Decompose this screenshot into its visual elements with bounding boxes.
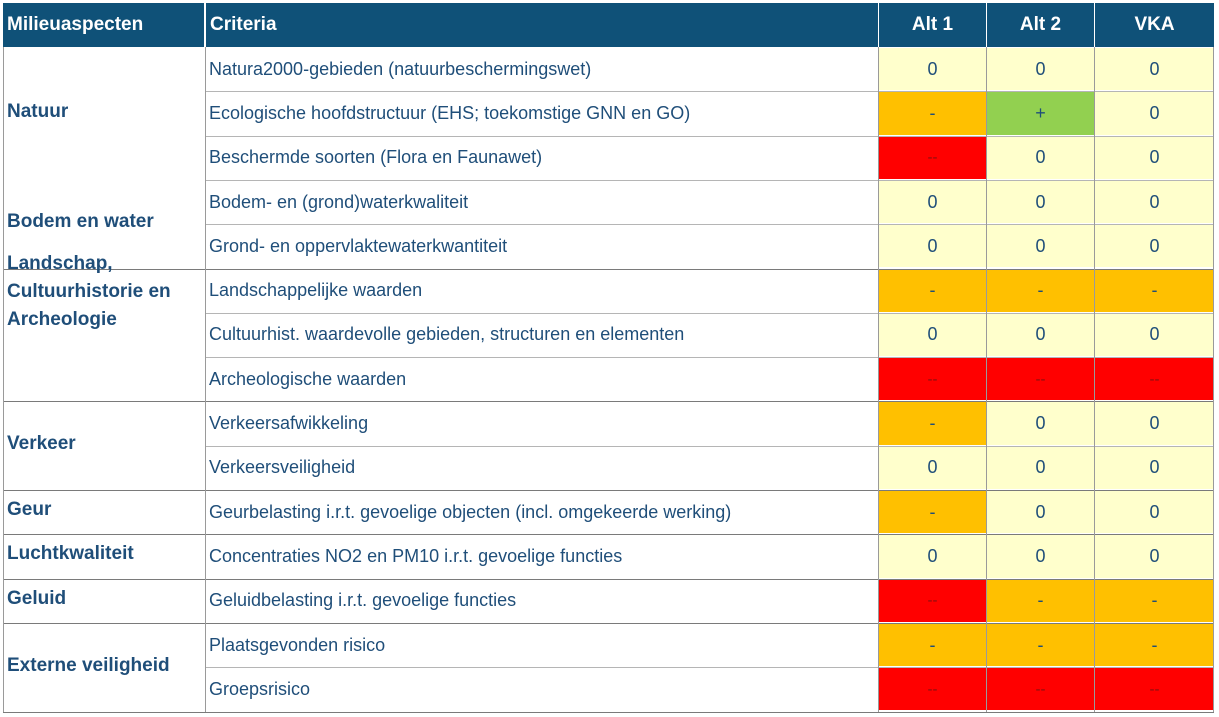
score-cell-alt1: 0: [879, 313, 986, 357]
column-divider: [986, 47, 987, 712]
score-cell-alt1: 0: [879, 225, 986, 268]
row-divider: [3, 269, 1214, 270]
score-cell-alt1: --: [879, 136, 986, 179]
score-cell-alt2: 0: [987, 225, 1094, 268]
score-cell-vka: -: [1095, 579, 1214, 622]
criterion-cell: Concentraties NO2 en PM10 i.r.t. gevoeli…: [209, 545, 623, 566]
score-cell-vka: 0: [1095, 180, 1214, 224]
score-cell-alt1: 0: [879, 48, 986, 91]
score-cell-alt1: --: [879, 668, 986, 711]
score-cell-vka: -: [1095, 269, 1214, 312]
score-cell-alt2: 0: [987, 313, 1094, 357]
aspect-label: Geluid: [7, 588, 67, 609]
score-cell-vka: 0: [1095, 136, 1214, 179]
score-cell-alt1: --: [879, 579, 986, 622]
score-cell-alt2: +: [987, 92, 1094, 135]
row-divider: [3, 401, 1214, 402]
header-vka: VKA: [1095, 3, 1214, 47]
score-cell-alt1: -: [879, 623, 986, 667]
score-cell-vka: 0: [1095, 313, 1214, 357]
row-divider: [206, 224, 1214, 225]
score-cell-alt2: --: [987, 358, 1094, 401]
score-cell-alt2: 0: [987, 446, 1094, 489]
column-divider: [878, 47, 879, 712]
column-divider: [205, 47, 206, 712]
score-cell-alt2: 0: [987, 48, 1094, 91]
column-divider: [1094, 47, 1095, 712]
criterion-cell: Geluidbelasting i.r.t. gevoelige functie…: [209, 590, 517, 611]
score-cell-alt2: -: [987, 623, 1094, 667]
row-divider: [206, 667, 1214, 668]
score-cell-alt1: -: [879, 491, 986, 534]
score-cell-vka: 0: [1095, 491, 1214, 534]
score-cell-vka: 0: [1095, 446, 1214, 489]
score-cell-alt2: 0: [987, 402, 1094, 445]
row-divider: [3, 623, 1214, 624]
score-cell-alt1: 0: [879, 535, 986, 578]
criterion-cell: Geurbelasting i.r.t. gevoelige objecten …: [209, 501, 732, 522]
criterion-cell: Archeologische waarden: [209, 368, 407, 389]
score-cell-alt2: 0: [987, 535, 1094, 578]
criterion-cell: Bodem- en (grond)waterkwaliteit: [209, 191, 469, 212]
aspect-label: Landschap, Cultuurhistorie en Archeologi…: [7, 253, 171, 330]
score-cell-alt2: -: [987, 269, 1094, 312]
score-cell-alt2: 0: [987, 136, 1094, 179]
score-cell-vka: 0: [1095, 402, 1214, 445]
criterion-cell: Landschappelijke waarden: [209, 280, 423, 301]
aspect-label: Luchtkwaliteit: [7, 543, 134, 564]
row-divider: [206, 91, 1214, 92]
header-aspect: Milieuaspecten: [3, 3, 204, 47]
row-divider: [206, 357, 1214, 358]
score-cell-alt2: --: [987, 668, 1094, 711]
score-cell-alt2: 0: [987, 180, 1094, 224]
criterion-cell: Groepsrisico: [209, 678, 311, 699]
score-cell-alt1: -: [879, 92, 986, 135]
aspect-label: Natuur: [7, 101, 69, 122]
row-divider: [206, 313, 1214, 314]
row-divider: [3, 534, 1214, 535]
score-cell-vka: --: [1095, 668, 1214, 711]
row-divider: [206, 136, 1214, 137]
criterion-cell: Grond- en oppervlaktewaterkwantiteit: [209, 235, 508, 256]
row-divider: [206, 446, 1214, 447]
criterion-cell: Ecologische hoofdstructuur (EHS; toekoms…: [209, 102, 691, 123]
criterion-cell: Verkeersveiligheid: [209, 457, 356, 478]
score-cell-vka: --: [1095, 358, 1214, 401]
row-divider: [3, 490, 1214, 491]
column-divider: [3, 47, 4, 712]
header-criteria: Criteria: [206, 3, 878, 47]
header-alt2: Alt 2: [987, 3, 1094, 47]
score-cell-alt1: --: [879, 358, 986, 401]
column-divider: [1213, 47, 1214, 712]
score-cell-alt2: -: [987, 579, 1094, 622]
header-alt1: Alt 1: [879, 3, 986, 47]
criterion-cell: Verkeersafwikkeling: [209, 413, 369, 434]
score-cell-vka: 0: [1095, 225, 1214, 268]
aspect-label: Geur: [7, 499, 52, 520]
row-divider: [206, 180, 1214, 181]
row-divider: [3, 579, 1214, 580]
score-cell-vka: 0: [1095, 48, 1214, 91]
score-cell-vka: 0: [1095, 92, 1214, 135]
score-cell-alt2: 0: [987, 491, 1094, 534]
score-cell-alt1: 0: [879, 180, 986, 224]
criterion-cell: Beschermde soorten (Flora en Faunawet): [209, 147, 543, 168]
aspect-label: Bodem en water: [7, 211, 154, 232]
aspect-label: Verkeer: [7, 433, 76, 454]
criterion-cell: Natura2000-gebieden (natuurbeschermingsw…: [209, 58, 592, 79]
score-cell-vka: 0: [1095, 535, 1214, 578]
score-cell-alt1: 0: [879, 446, 986, 489]
criterion-cell: Cultuurhist. waardevolle gebieden, struc…: [209, 324, 685, 345]
score-cell-alt1: -: [879, 402, 986, 445]
aspect-label: Externe veiligheid: [7, 655, 170, 676]
score-cell-vka: -: [1095, 623, 1214, 667]
score-cell-alt1: -: [879, 269, 986, 312]
row-divider: [3, 712, 1214, 713]
criterion-cell: Plaatsgevonden risico: [209, 634, 386, 655]
